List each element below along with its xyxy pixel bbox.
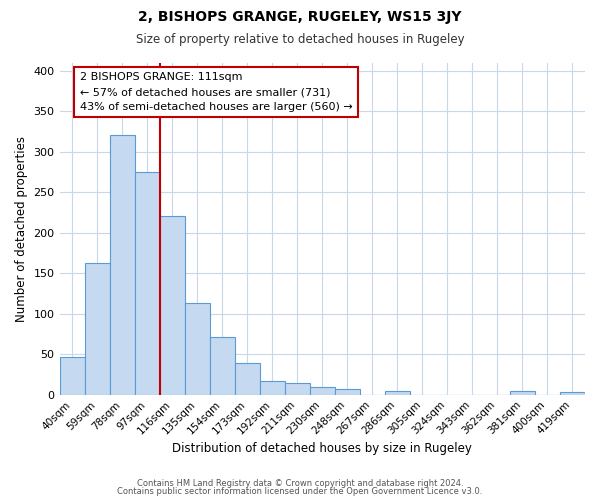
Bar <box>560 392 585 394</box>
Bar <box>285 382 310 394</box>
Bar <box>310 386 335 394</box>
Text: Contains HM Land Registry data © Crown copyright and database right 2024.: Contains HM Land Registry data © Crown c… <box>137 478 463 488</box>
Bar <box>335 389 360 394</box>
Text: Contains public sector information licensed under the Open Government Licence v3: Contains public sector information licen… <box>118 487 482 496</box>
Text: 2, BISHOPS GRANGE, RUGELEY, WS15 3JY: 2, BISHOPS GRANGE, RUGELEY, WS15 3JY <box>138 10 462 24</box>
Bar <box>510 392 535 394</box>
Bar <box>385 390 410 394</box>
Bar <box>160 216 185 394</box>
Bar <box>185 303 209 394</box>
Bar <box>260 381 285 394</box>
Bar <box>110 136 134 394</box>
Bar <box>59 356 85 395</box>
Text: Size of property relative to detached houses in Rugeley: Size of property relative to detached ho… <box>136 32 464 46</box>
Bar <box>85 262 110 394</box>
Bar <box>209 337 235 394</box>
Bar <box>235 363 260 394</box>
Text: 2 BISHOPS GRANGE: 111sqm
← 57% of detached houses are smaller (731)
43% of semi-: 2 BISHOPS GRANGE: 111sqm ← 57% of detach… <box>80 72 352 112</box>
X-axis label: Distribution of detached houses by size in Rugeley: Distribution of detached houses by size … <box>172 442 472 455</box>
Bar <box>134 172 160 394</box>
Y-axis label: Number of detached properties: Number of detached properties <box>15 136 28 322</box>
